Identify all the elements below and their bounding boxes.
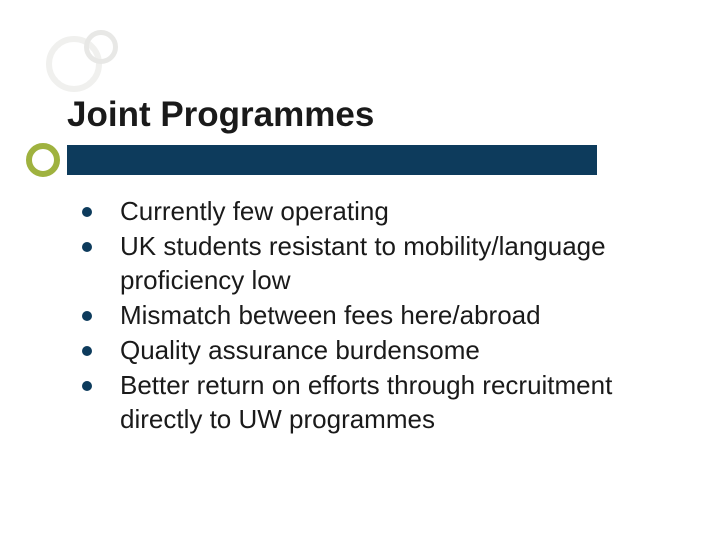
slide-container: Joint Programmes Currently few operating… (0, 0, 720, 540)
list-item: Mismatch between fees here/abroad (82, 299, 662, 332)
bullet-text: Currently few operating (120, 195, 662, 228)
bullet-dot-icon (82, 311, 92, 321)
bullet-text: Quality assurance burdensome (120, 334, 662, 367)
slide-title: Joint Programmes (67, 95, 374, 135)
bullet-text: Better return on efforts through recruit… (120, 369, 662, 436)
bullet-text: Mismatch between fees here/abroad (120, 299, 662, 332)
decor-circle-small (84, 30, 118, 64)
list-item: Currently few operating (82, 195, 662, 228)
bullet-dot-icon (82, 381, 92, 391)
title-underline-bar (67, 145, 597, 175)
bullet-dot-icon (82, 242, 92, 252)
bullet-dot-icon (82, 346, 92, 356)
title-bar-accent-circle (26, 143, 60, 177)
list-item: Quality assurance burdensome (82, 334, 662, 367)
bullet-dot-icon (82, 207, 92, 217)
list-item: Better return on efforts through recruit… (82, 369, 662, 436)
bullet-text: UK students resistant to mobility/langua… (120, 230, 662, 297)
bullet-list: Currently few operatingUK students resis… (82, 195, 662, 438)
list-item: UK students resistant to mobility/langua… (82, 230, 662, 297)
